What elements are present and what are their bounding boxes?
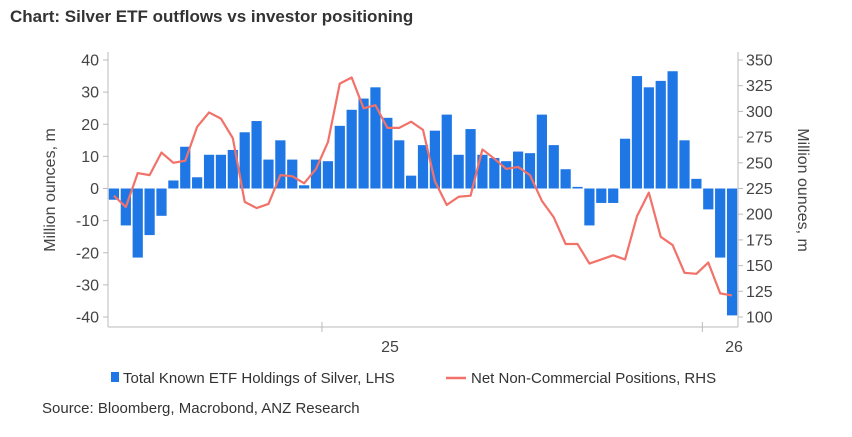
etf-bar <box>358 98 369 189</box>
etf-bar <box>441 114 452 189</box>
x-tick-label: 25 <box>381 339 399 356</box>
right-tick-label: 100 <box>746 310 773 327</box>
etf-bar <box>679 140 690 189</box>
right-tick-label: 175 <box>746 232 773 249</box>
legend-label-etf: Total Known ETF Holdings of Silver, LHS <box>123 370 395 387</box>
left-tick-label: -30 <box>76 277 99 294</box>
etf-bar <box>608 188 619 203</box>
etf-bar <box>287 159 298 189</box>
etf-bar <box>453 154 464 189</box>
etf-bar <box>275 140 286 189</box>
etf-bar <box>239 132 250 189</box>
etf-bar <box>584 188 595 226</box>
etf-bar <box>192 177 203 189</box>
etf-bar <box>156 188 167 216</box>
etf-bar <box>382 117 393 189</box>
etf-bar <box>703 188 714 210</box>
positions-line <box>113 76 733 297</box>
etf-bar <box>203 154 215 189</box>
right-tick-label: 350 <box>746 53 773 70</box>
etf-bar <box>215 154 227 189</box>
right-axis-label: Million ounces, m <box>794 128 811 252</box>
etf-bar <box>251 121 262 189</box>
etf-bar <box>334 125 345 189</box>
etf-bar <box>406 175 417 189</box>
etf-bar <box>346 109 357 189</box>
legend-label-positions: Net Non-Commercial Positions, RHS <box>471 370 716 387</box>
etf-bar <box>619 138 631 189</box>
etf-bar <box>310 159 322 189</box>
left-tick-label: 0 <box>90 181 99 198</box>
etf-bar <box>655 80 666 189</box>
etf-bar <box>501 161 512 189</box>
etf-bar <box>489 157 500 189</box>
legend: Total Known ETF Holdings of Silver, LHS … <box>111 370 716 387</box>
right-tick-label: 250 <box>746 155 773 172</box>
axes-layer <box>107 52 739 328</box>
etf-bar <box>477 154 488 189</box>
etf-bar <box>726 188 738 316</box>
etf-bar <box>715 188 726 258</box>
etf-bar <box>524 153 536 189</box>
etf-bar <box>108 188 120 200</box>
etf-bar <box>417 145 429 189</box>
etf-bar <box>631 76 643 189</box>
etf-bar <box>596 188 607 203</box>
etf-bar <box>263 159 274 189</box>
right-tick-label: 200 <box>746 207 773 224</box>
etf-bar <box>691 178 702 189</box>
right-tick-label: 325 <box>746 78 773 95</box>
chart-title: Chart: Silver ETF outflows vs investor p… <box>10 7 414 26</box>
etf-bar <box>227 149 238 189</box>
left-tick-label: -10 <box>76 213 99 230</box>
etf-bar <box>132 188 143 258</box>
etf-bar <box>299 185 310 189</box>
line-layer <box>113 76 733 297</box>
source-note: Source: Bloomberg, Macrobond, ANZ Resear… <box>42 400 360 417</box>
bars-layer <box>108 71 738 316</box>
ticks-layer: 403020100-10-20-30-403503253002752502252… <box>76 53 773 357</box>
left-tick-label: -40 <box>76 310 99 327</box>
x-tick-label: 26 <box>725 339 743 356</box>
etf-bar <box>429 130 440 189</box>
etf-bar <box>144 188 155 236</box>
etf-bar <box>370 87 381 189</box>
etf-bar <box>180 146 191 189</box>
right-tick-label: 125 <box>746 284 773 301</box>
right-tick-label: 300 <box>746 104 773 121</box>
left-tick-label: 10 <box>81 149 99 166</box>
etf-bar <box>548 145 559 189</box>
etf-bar <box>536 114 547 189</box>
etf-bar <box>667 71 678 189</box>
left-tick-label: -20 <box>76 245 99 262</box>
legend-swatch-etf <box>111 372 119 382</box>
etf-bar <box>322 161 334 189</box>
right-tick-label: 275 <box>746 130 773 147</box>
etf-bar <box>572 186 583 189</box>
etf-bar <box>643 87 654 189</box>
etf-bar <box>168 180 179 189</box>
right-tick-label: 150 <box>746 258 773 275</box>
left-tick-label: 20 <box>81 117 99 134</box>
left-axis-label: Million ounces, m <box>42 128 59 252</box>
left-tick-label: 40 <box>81 53 99 70</box>
etf-bar <box>394 140 405 189</box>
right-tick-label: 225 <box>746 181 773 198</box>
left-tick-label: 30 <box>81 85 99 102</box>
etf-bar <box>465 129 476 189</box>
etf-bar <box>512 151 524 189</box>
etf-bar <box>560 169 571 189</box>
